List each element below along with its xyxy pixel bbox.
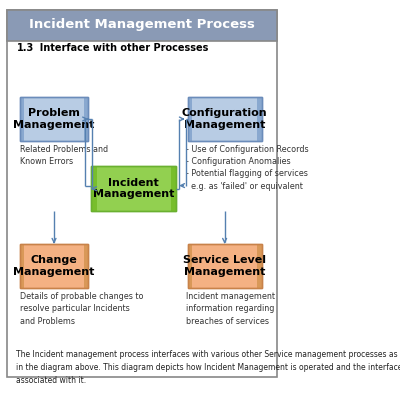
Bar bbox=[20, 97, 88, 141]
Text: - Use of Configuration Records
- Configuration Anomalies
- Potential flagging of: - Use of Configuration Records - Configu… bbox=[186, 145, 309, 191]
Bar bbox=[91, 166, 96, 211]
Text: Interface with other Processes: Interface with other Processes bbox=[33, 42, 208, 53]
Bar bbox=[188, 97, 192, 141]
Bar bbox=[188, 97, 262, 141]
Text: The Incident management process interfaces with various other Service management: The Incident management process interfac… bbox=[16, 350, 400, 385]
Bar bbox=[20, 97, 24, 141]
Bar bbox=[188, 97, 262, 141]
Bar bbox=[91, 166, 176, 211]
Text: 1.3: 1.3 bbox=[17, 42, 34, 53]
Text: Problem
Management: Problem Management bbox=[13, 108, 95, 130]
Bar bbox=[20, 244, 24, 288]
Bar bbox=[91, 166, 176, 211]
Bar bbox=[188, 244, 192, 288]
Bar bbox=[257, 97, 262, 141]
Text: Incident management
information regarding
breaches of services: Incident management information regardin… bbox=[186, 292, 275, 325]
Bar bbox=[7, 10, 277, 40]
Text: Service Level
Management: Service Level Management bbox=[183, 255, 266, 277]
Bar bbox=[84, 97, 88, 141]
Text: Incident
Management: Incident Management bbox=[93, 178, 174, 200]
Bar bbox=[188, 244, 262, 288]
Bar bbox=[20, 244, 88, 288]
Text: Change
Management: Change Management bbox=[13, 255, 95, 277]
Bar bbox=[20, 97, 88, 141]
Text: Details of probable changes to
resolve particular Incidents
and Problems: Details of probable changes to resolve p… bbox=[20, 292, 144, 325]
Bar bbox=[84, 244, 88, 288]
Text: Configuration
Management: Configuration Management bbox=[182, 108, 268, 130]
Bar bbox=[188, 244, 262, 288]
Bar bbox=[171, 166, 176, 211]
Text: Related Problems and
Known Errors: Related Problems and Known Errors bbox=[20, 145, 108, 166]
Bar bbox=[257, 244, 262, 288]
Bar bbox=[20, 244, 88, 288]
Text: Incident Management Process: Incident Management Process bbox=[29, 18, 255, 31]
